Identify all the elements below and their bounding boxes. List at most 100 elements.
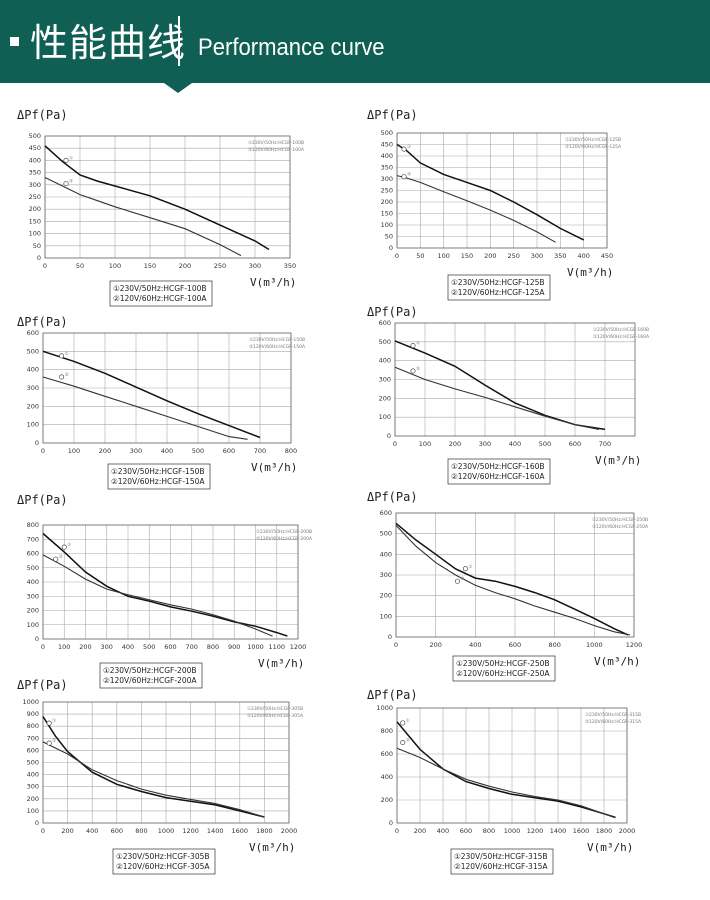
marker-label: ① <box>416 341 420 347</box>
y-tick-label: 600 <box>381 750 393 758</box>
marker-circle <box>53 556 59 562</box>
legend-entry-1: ①230V/50Hz:HCGF-315B <box>454 852 548 861</box>
y-axis-title: ΔPf(Pa) <box>17 493 68 507</box>
y-tick-label: 200 <box>27 607 39 615</box>
x-axis-title: V(m³/h) <box>251 461 297 474</box>
x-tick-label: 600 <box>569 440 581 448</box>
marker-circle <box>410 368 416 374</box>
y-tick-label: 300 <box>27 384 39 392</box>
legend-entry-2: ②120V/60Hz:HCGF-250A <box>456 669 550 678</box>
x-tick-label: 0 <box>395 252 399 260</box>
x-tick-label: 400 <box>161 447 173 455</box>
x-tick-label: 800 <box>207 643 219 651</box>
x-tick-label: 50 <box>416 252 424 260</box>
marker-circle <box>59 374 65 380</box>
x-tick-label: 200 <box>179 262 191 270</box>
legend-box <box>452 655 556 682</box>
y-tick-label: 300 <box>379 376 391 384</box>
y-tick-label: 300 <box>27 783 39 791</box>
x-axis-title: V(m³/h) <box>249 841 295 854</box>
x-tick-label: 300 <box>101 643 113 651</box>
marker-label: ① <box>468 564 472 570</box>
y-tick-label: 100 <box>27 621 39 629</box>
y-tick-label: 100 <box>27 421 39 429</box>
legend-entry-1: ①230V/50Hz:HCGF-200B <box>103 666 197 675</box>
y-tick-label: 400 <box>381 773 393 781</box>
y-tick-label: 150 <box>29 217 41 225</box>
x-tick-label: 400 <box>122 643 134 651</box>
y-axis-title: ΔPf(Pa) <box>367 688 418 702</box>
y-tick-label: 300 <box>380 571 392 579</box>
x-tick-label: 1200 <box>626 641 643 649</box>
title-chinese: 性能曲线 <box>30 21 187 65</box>
y-tick-label: 350 <box>29 169 41 177</box>
marker-circle <box>59 353 65 359</box>
series-line-2 <box>42 554 273 637</box>
legend-box <box>450 848 554 875</box>
y-tick-label: 150 <box>381 210 393 218</box>
x-tick-label: 300 <box>249 262 261 270</box>
inset-legend-entry: ②120V/60Hz:HCGF-125A <box>565 144 622 150</box>
series-line-2 <box>42 376 248 440</box>
x-tick-label: 1000 <box>504 827 521 835</box>
marker-label: ② <box>406 738 410 744</box>
inset-legend-entry: ②120V/60Hz:HCGF-150A <box>249 344 306 350</box>
series-line-2 <box>44 177 242 257</box>
x-tick-label: 300 <box>130 447 142 455</box>
y-tick-label: 0 <box>389 819 393 827</box>
marker-label: ① <box>69 155 73 161</box>
legend-box <box>109 280 213 307</box>
y-tick-label: 800 <box>381 727 393 735</box>
inset-legend-entry: ②120V/60Hz:HCGF-100A <box>248 147 305 153</box>
x-tick-label: 2000 <box>619 827 636 835</box>
y-tick-label: 50 <box>385 233 393 241</box>
x-tick-label: 1200 <box>182 827 199 835</box>
marker-label: ② <box>416 366 420 372</box>
y-tick-label: 400 <box>380 550 392 558</box>
series-line-1 <box>395 522 629 636</box>
x-tick-label: 100 <box>419 440 431 448</box>
plot-frame <box>42 701 290 824</box>
bullet-icon <box>10 37 19 46</box>
y-tick-label: 700 <box>27 734 39 742</box>
x-axis-title: V(m³/h) <box>250 276 296 289</box>
y-tick-label: 500 <box>27 759 39 767</box>
marker-label: ② <box>59 554 63 560</box>
y-tick-label: 450 <box>381 141 393 149</box>
x-tick-label: 1600 <box>232 827 249 835</box>
inset-legend-entry: ②120V/60Hz:HCGF-200A <box>256 536 313 542</box>
inset-legend-entry: ①230V/50Hz:HCGF-160B <box>593 327 649 333</box>
marker-label: ① <box>65 351 69 357</box>
x-tick-label: 1000 <box>247 643 264 651</box>
y-tick-label: 0 <box>35 439 39 447</box>
header-banner <box>0 0 710 83</box>
y-tick-label: 400 <box>379 357 391 365</box>
y-tick-label: 700 <box>27 535 39 543</box>
y-tick-label: 300 <box>29 181 41 189</box>
x-tick-label: 400 <box>469 641 481 649</box>
x-tick-label: 300 <box>479 440 491 448</box>
title-divider <box>178 16 180 66</box>
x-tick-label: 800 <box>548 641 560 649</box>
x-tick-label: 200 <box>61 827 73 835</box>
marker-circle <box>401 174 407 180</box>
plot-frame <box>42 524 299 640</box>
legend-entry-1: ①230V/50Hz:HCGF-305B <box>116 852 210 861</box>
x-tick-label: 1200 <box>290 643 307 651</box>
y-tick-label: 900 <box>27 710 39 718</box>
x-tick-label: 1800 <box>256 827 273 835</box>
y-axis-title: ΔPf(Pa) <box>367 490 418 504</box>
x-tick-label: 0 <box>393 440 397 448</box>
y-axis-title: ΔPf(Pa) <box>17 315 68 329</box>
y-tick-label: 100 <box>379 413 391 421</box>
y-tick-label: 200 <box>381 198 393 206</box>
plot-frame <box>395 512 635 638</box>
inset-legend-entry: ①230V/50Hz:HCGF-150B <box>249 337 305 343</box>
y-tick-label: 400 <box>29 156 41 164</box>
marker-label: ② <box>69 179 73 185</box>
inset-legend-entry: ①230V/50Hz:HCGF-200B <box>256 529 312 535</box>
y-tick-label: 600 <box>27 746 39 754</box>
marker-circle <box>400 739 406 745</box>
marker-label: ② <box>65 372 69 378</box>
